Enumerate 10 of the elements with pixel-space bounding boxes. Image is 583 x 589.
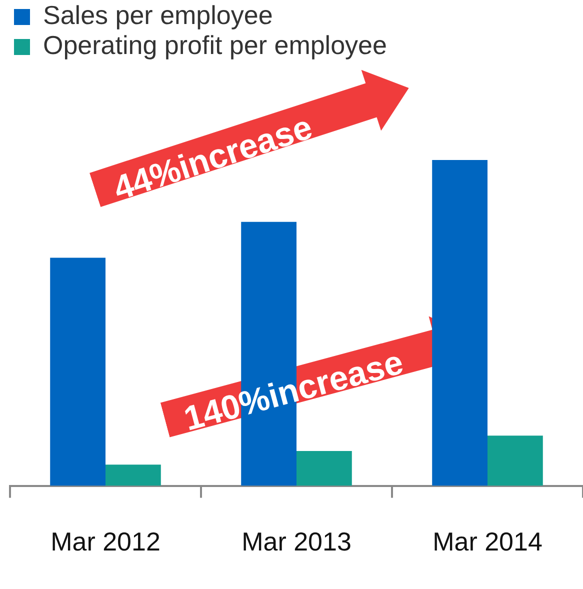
legend-label: Sales per employee (43, 0, 273, 30)
bar (488, 436, 543, 486)
bar (106, 464, 161, 486)
x-tick-label: Mar 2014 (432, 526, 542, 557)
bar (296, 450, 352, 486)
bar (432, 160, 488, 486)
x-tick-label: Mar 2013 (242, 526, 352, 557)
legend-label: Operating profit per employee (43, 30, 387, 60)
x-tick-label: Mar 2012 (50, 526, 160, 557)
bar (50, 258, 106, 486)
